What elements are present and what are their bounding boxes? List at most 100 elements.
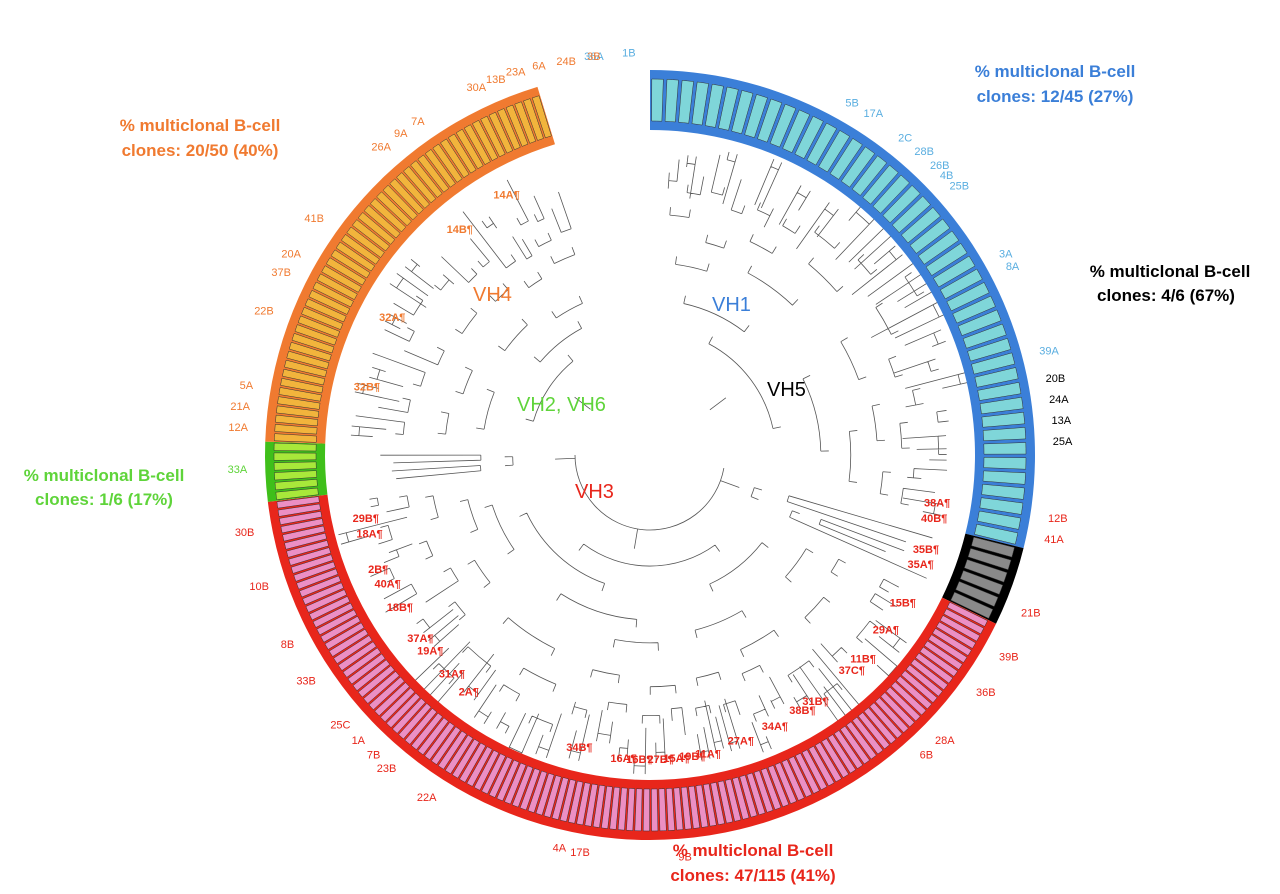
sample-label: 30A	[467, 82, 487, 94]
tree-branch-lines	[338, 151, 969, 775]
multiclonal-label: 16B¶	[626, 754, 652, 766]
vh1-clone-cell	[977, 510, 1021, 530]
vh3-clone-cell	[444, 734, 474, 775]
sample-label: 28B	[914, 146, 934, 158]
vh1-clone-cell	[981, 412, 1025, 428]
vh2-vh6-summary: % multiclonal B-cell clones: 1/6 (17%)	[24, 466, 185, 509]
vh1-clone-cell	[979, 497, 1024, 515]
vh3-clone-cell	[451, 738, 480, 779]
vh3-clone-cell	[466, 746, 493, 787]
vh4-clone-cell	[403, 166, 437, 204]
multiclonal-label: 40A¶	[374, 578, 400, 590]
vh4-clone-cell	[488, 111, 514, 154]
vh3-clone-cell	[781, 759, 805, 801]
vh1-clone-cell	[982, 427, 1026, 441]
vh3-clone-cell	[333, 635, 373, 664]
sample-label: 41A	[1044, 534, 1064, 546]
vh3-clone-cell	[673, 787, 684, 831]
vh3-clone-cell	[357, 665, 395, 698]
vh4-clone-cell	[286, 350, 330, 370]
vh3-clone-cell	[896, 675, 932, 710]
vh5-family-label: VH5	[767, 379, 806, 401]
sample-label: 24B	[556, 56, 576, 68]
vh1-clone-cell	[704, 83, 724, 128]
vh3-clone-cell	[688, 785, 701, 829]
vh1-clone-cell	[744, 94, 768, 139]
vh4-clone-cell	[301, 306, 344, 330]
sample-label: 36B	[976, 687, 996, 699]
multiclonal-label: 18A¶	[356, 529, 382, 541]
vh3-clone-cell	[592, 784, 606, 828]
vh3-clone-cell	[398, 703, 432, 740]
vh4-clone-cell	[352, 219, 390, 252]
vh3-clone-cell	[634, 788, 643, 832]
sample-label: 12A	[228, 422, 248, 434]
vh3-clone-cell	[901, 670, 938, 703]
vh3-clone-cell	[680, 786, 692, 830]
vh3-clone-cell	[928, 634, 968, 663]
multiclonal-label: 18B¶	[387, 602, 413, 614]
vh3-clone-cell	[290, 554, 334, 574]
vh4-clone-cell	[514, 101, 537, 144]
vh3-clone-cell	[890, 681, 927, 716]
vh3-clone-cell	[293, 561, 336, 582]
vh4-clone-cell	[363, 205, 401, 239]
vh3-clone-cell	[276, 496, 320, 509]
sample-label: 8A	[1006, 261, 1020, 273]
vh3-clone-cell	[324, 622, 365, 650]
vh3-clone-cell	[943, 608, 985, 635]
vh3-clone-cell	[320, 615, 361, 643]
vh3-clone-cell	[374, 682, 410, 717]
vh3-summary-line1: % multiclonal B-cell	[673, 841, 834, 860]
vh3-clone-cell	[277, 503, 321, 517]
multiclonal-label: 34B¶	[566, 742, 592, 754]
vh3-clone-cell	[724, 778, 742, 822]
sample-label: 37B	[271, 267, 291, 279]
vh3-clone-cell	[915, 652, 954, 684]
vh3-clone-cell	[481, 753, 506, 795]
sample-label: 2C	[898, 132, 912, 144]
vh3-clone-cell	[833, 730, 864, 769]
vh3-clone-cell	[703, 783, 717, 827]
sample-label: 7A	[411, 116, 425, 128]
vh1-clone-cell	[983, 442, 1027, 455]
vh4-clone-cell	[505, 104, 529, 147]
tree-branches	[338, 151, 969, 775]
vh3-clone-cell	[337, 641, 377, 671]
vh1-clone-cell	[982, 470, 1026, 485]
vh4-clone-cell	[447, 133, 477, 174]
sample-label: 21B	[1021, 607, 1041, 619]
multiclonal-label: 19A¶	[417, 645, 443, 657]
sample-label: 39B	[999, 652, 1019, 664]
multiclonal-label: 15A¶	[663, 753, 689, 765]
vh4-clone-cell	[357, 212, 396, 245]
sample-label: 5A	[240, 380, 254, 392]
inner-multiclonal-labels: 14A¶ 14B¶ 32A¶ 32B¶ 38A¶ 40B¶ 35B¶ 35A¶ 15B¶ 29A¶…	[353, 189, 951, 765]
vh1-clone-cell	[840, 146, 876, 188]
vh1-clone-cell	[977, 382, 1022, 401]
vh4-clone-cell	[531, 95, 552, 139]
vh3-clone-cell	[919, 646, 958, 677]
vh3-clone-cell	[710, 782, 725, 826]
vh1-summary-line2: clones: 12/45 (27%)	[977, 87, 1134, 106]
vh3-clone-cell	[695, 784, 709, 828]
vh3-clone-cell	[368, 676, 405, 711]
vh3-clone-cell	[288, 547, 332, 566]
vh5-clone-cell	[967, 548, 1012, 571]
vh2-vh6-family-label: VH2, VH6	[517, 394, 606, 416]
vh3-clone-cell	[342, 647, 381, 678]
vh4-clone-cell	[308, 290, 351, 315]
vh4-summary-line2: clones: 20/50 (40%)	[122, 141, 279, 160]
vh2-clone-cell	[273, 442, 317, 452]
sample-label: 13B	[486, 74, 506, 86]
vh4-clone-cell	[463, 124, 491, 165]
vh3-clone-cell	[488, 756, 513, 798]
vh4-clone-cell	[396, 172, 430, 209]
vh4-clone-cell	[304, 298, 347, 323]
sample-label: 4A	[553, 843, 567, 855]
vh1-clone-cell	[925, 243, 968, 276]
multiclonal-label: 2A¶	[459, 686, 479, 698]
vh3-clone-cell	[821, 738, 849, 778]
vh3-clone-cell	[642, 788, 650, 832]
